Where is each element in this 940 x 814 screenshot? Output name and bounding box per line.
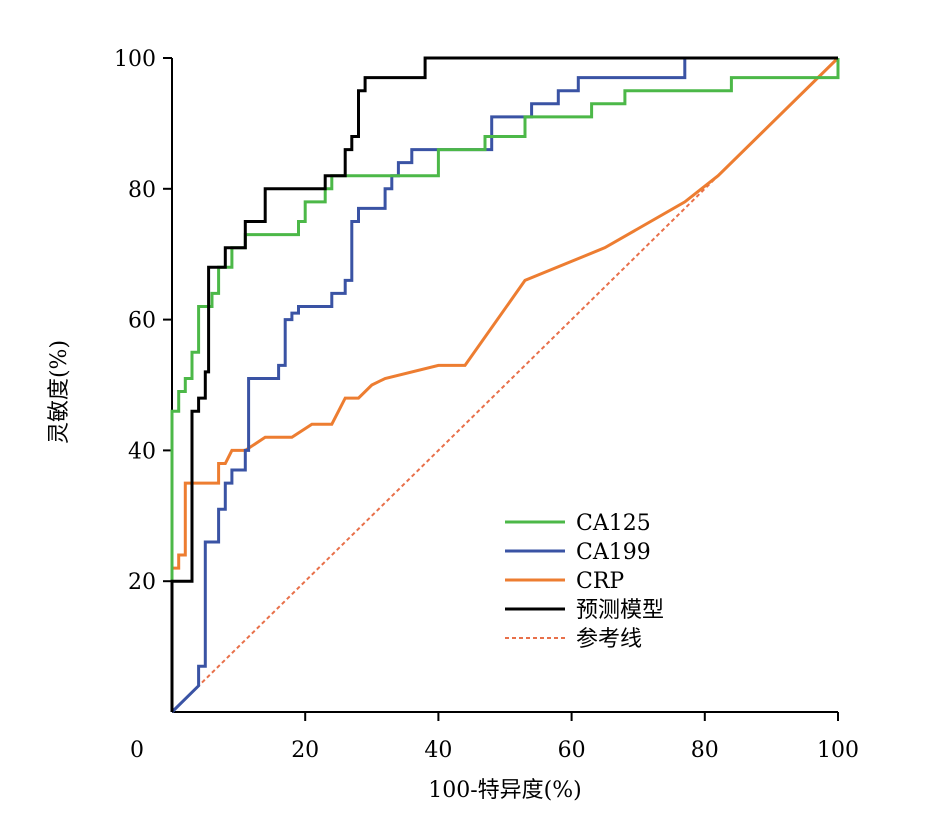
y-tick-label: 20: [128, 570, 156, 595]
y-tick-label: 40: [128, 439, 156, 464]
y-tick-label: 80: [128, 178, 156, 203]
y-axis-title: 灵敏度(%): [47, 340, 72, 444]
series-line-3: [170, 56, 840, 712]
x-tick-label: 60: [558, 738, 586, 763]
legend-label-3: CRP: [576, 569, 624, 594]
y-tick-label: 60: [128, 309, 156, 334]
x-tick-label: 20: [291, 738, 319, 763]
series-line-1: [170, 58, 840, 712]
origin-label: 0: [130, 738, 144, 763]
x-axis-title: 100-特异度(%): [428, 778, 582, 803]
series-lines: [170, 56, 840, 714]
series-line-4: [170, 56, 838, 712]
legend-label-4: 预测模型: [576, 598, 664, 623]
legend-label-5: 参考线: [576, 627, 642, 652]
legend-label-2: CA199: [576, 540, 651, 565]
x-tick-label: 100: [817, 738, 859, 763]
y-tick-label: 100: [114, 47, 156, 72]
legend-label-1: CA125: [576, 511, 651, 536]
x-tick-label: 80: [691, 738, 719, 763]
x-tick-label: 40: [424, 738, 452, 763]
tick-labels: 20 40 60 80 100 20 40 60 80 100: [114, 47, 859, 763]
